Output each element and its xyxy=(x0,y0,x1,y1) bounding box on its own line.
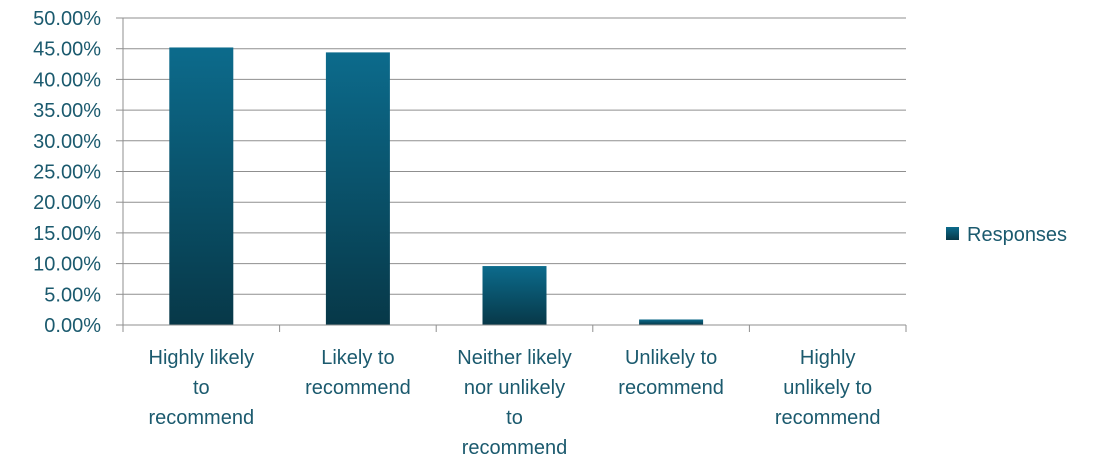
x-category-label: Unlikely to recommend xyxy=(618,347,724,399)
x-category-label-line: to xyxy=(193,377,210,399)
x-category-label: Neither likely nor unlikely to recommend xyxy=(457,347,571,459)
x-category-label-line: recommend xyxy=(618,377,724,399)
y-tick-label: 25.00% xyxy=(33,162,101,184)
y-tick-label: 0.00% xyxy=(44,315,101,337)
y-tick-label: 10.00% xyxy=(33,254,101,276)
x-category-label-line: nor unlikely xyxy=(464,377,565,399)
bar xyxy=(325,52,390,325)
y-tick-label: 30.00% xyxy=(33,131,101,153)
y-tick-label: 50.00% xyxy=(33,8,101,30)
x-category-label-line: Likely to xyxy=(321,347,394,369)
x-category-label-line: recommend xyxy=(305,377,411,399)
x-category-label-line: Highly likely xyxy=(149,347,255,369)
y-tick-label: 45.00% xyxy=(33,39,101,61)
x-category-label-line: to xyxy=(506,407,523,429)
y-tick-label: 40.00% xyxy=(33,69,101,91)
y-tick-label: 5.00% xyxy=(44,284,101,306)
y-tick-label: 35.00% xyxy=(33,100,101,122)
y-tick-label: 15.00% xyxy=(33,223,101,245)
y-tick-label: 20.00% xyxy=(33,192,101,214)
x-axis-category-labels: Highly likely to recommend Likely to recomme… xyxy=(148,347,880,459)
x-category-label-line: Unlikely to xyxy=(625,347,717,369)
x-category-label-line: Highly xyxy=(800,347,856,369)
x-category-label-line: recommend xyxy=(462,437,568,459)
x-category-label-line: recommend xyxy=(148,407,254,429)
x-category-label: Likely to recommend xyxy=(305,347,411,399)
legend-label: Responses xyxy=(967,224,1067,246)
y-axis-tick-labels: 0.00% 5.00% 10.00% 15.00% 20.00% 25.00% 30.00%… xyxy=(33,8,101,337)
legend-swatch xyxy=(946,227,959,240)
x-category-label: Highly likely to recommend xyxy=(148,347,254,429)
bar xyxy=(639,319,704,325)
gridlines xyxy=(116,17,906,326)
x-axis xyxy=(122,18,907,332)
bar xyxy=(169,47,234,326)
x-category-label-line: recommend xyxy=(775,407,881,429)
x-category-label-line: unlikely to xyxy=(783,377,872,399)
legend: Responses xyxy=(946,224,1067,246)
x-category-label-line: Neither likely xyxy=(457,347,571,369)
bar xyxy=(482,266,547,325)
x-category-label: Highly unlikely to recommend xyxy=(775,347,881,429)
bars xyxy=(169,47,704,326)
